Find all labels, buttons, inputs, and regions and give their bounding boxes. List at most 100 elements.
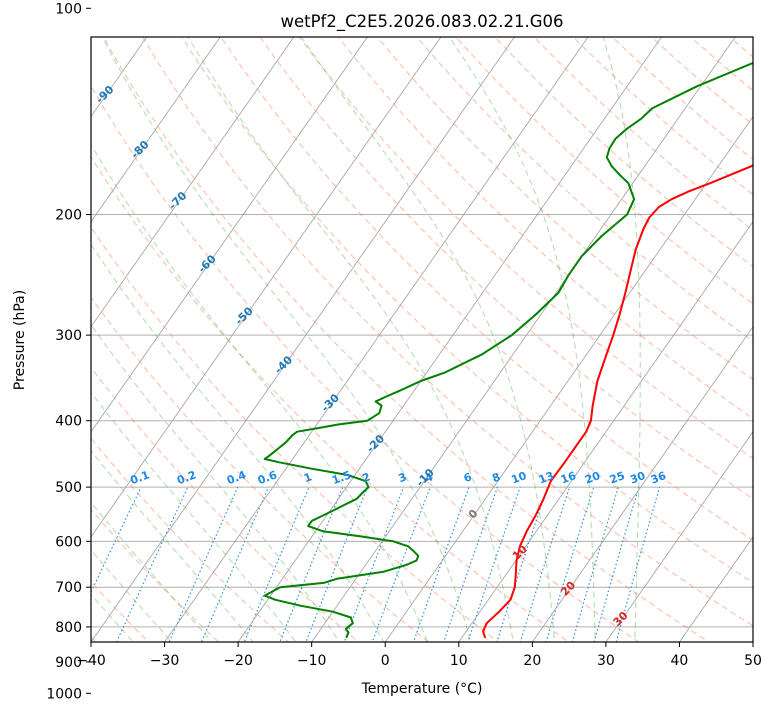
dewpoint-profile xyxy=(263,61,753,639)
mixing-ratio-label: 6 xyxy=(462,470,474,485)
dry-adiabat xyxy=(650,37,753,126)
x-tick-label: 30 xyxy=(597,653,615,669)
dry-adiabat xyxy=(91,366,360,642)
isotherm-label: -50 xyxy=(233,304,256,327)
dry-adiabats xyxy=(91,8,775,708)
mixing-ratio-label: 25 xyxy=(608,469,627,486)
mixing-ratio-label: 0.6 xyxy=(256,468,279,487)
skewed-isotherm xyxy=(237,37,663,642)
mixing-ratio-line xyxy=(200,486,270,642)
x-tick-label: 0 xyxy=(381,653,390,669)
isotherm-label: -80 xyxy=(128,138,151,161)
moist-adiabat xyxy=(91,323,341,642)
skewed-isotherm xyxy=(91,37,295,328)
dry-adiabat xyxy=(91,155,570,642)
dry-adiabat xyxy=(455,37,753,305)
grid-lines xyxy=(91,214,753,628)
mixing-ratio-line xyxy=(91,486,142,594)
isotherm-label: 30 xyxy=(611,609,631,629)
skewed-isotherm xyxy=(91,37,442,538)
skewed-isotherm xyxy=(531,325,753,642)
moist-adiabat xyxy=(187,37,514,642)
y-tick-label: 100 xyxy=(55,1,82,17)
dry-adiabat xyxy=(376,37,753,381)
skewed-isotherms xyxy=(91,37,753,642)
dry-adiabat xyxy=(141,37,753,627)
skewed-isotherm xyxy=(678,536,753,642)
mixing-ratio-label: 20 xyxy=(583,469,602,487)
y-tick-label: 600 xyxy=(55,534,82,550)
dry-adiabat xyxy=(728,37,753,58)
x-tick-label: 10 xyxy=(450,653,468,669)
mixing-ratio-label: 10 xyxy=(510,469,529,487)
dry-adiabat xyxy=(91,296,430,642)
mixing-ratio-label: 16 xyxy=(559,469,578,487)
dry-adiabat xyxy=(259,37,753,500)
y-tick-label: 700 xyxy=(55,580,82,596)
dry-adiabat xyxy=(91,437,290,642)
skewed-isotherm xyxy=(458,220,753,642)
mixing-ratio-label: 2 xyxy=(360,470,372,485)
sounding-profiles xyxy=(263,61,753,639)
skewed-isotherm xyxy=(91,37,516,642)
dry-adiabat xyxy=(337,37,753,420)
y-tick-label: 1000 xyxy=(46,686,82,702)
moist-adiabat xyxy=(91,593,134,642)
isotherm-label: -90 xyxy=(93,83,116,106)
skewed-isotherm xyxy=(384,115,753,642)
dry-adiabat xyxy=(91,84,640,642)
isotherm-label: -30 xyxy=(319,391,342,414)
dry-adiabat xyxy=(91,508,220,642)
mixing-ratio-line xyxy=(371,486,431,642)
dry-adiabat xyxy=(91,581,150,642)
mixing-ratio-line xyxy=(615,486,661,642)
axes: −40 −30 −20 −10 0 10 20 30 40 5010020030040050060… xyxy=(46,1,762,702)
y-tick-label: 200 xyxy=(55,208,82,224)
x-tick-label: 50 xyxy=(744,653,762,669)
skewed-isotherm xyxy=(91,37,368,433)
isopleth-labels: 0.1 0.2 0.4 0.6 1 1.5 2 3 4 6 8 10 13 16 20 25 30 36-100-… xyxy=(60,18,682,642)
isotherm-label: -70 xyxy=(166,189,189,212)
isotherm-label: -60 xyxy=(196,252,219,275)
moist-adiabat xyxy=(91,549,173,642)
dry-adiabat xyxy=(181,37,753,584)
x-tick-label: 40 xyxy=(671,653,689,669)
y-tick-label: 300 xyxy=(55,328,82,344)
isotherm-label: -40 xyxy=(272,353,295,376)
chart-title: wetPf2_C2E5.2026.083.02.21.G06 xyxy=(280,12,563,32)
mixing-ratio-line xyxy=(168,486,239,642)
x-tick-label: −20 xyxy=(223,653,253,669)
skewed-isotherm xyxy=(311,37,736,642)
moist-adiabat xyxy=(91,449,254,642)
mixing-ratio-lines xyxy=(91,486,661,642)
y-tick-label: 500 xyxy=(55,480,82,496)
moist-adiabat xyxy=(101,37,472,642)
isotherm-label: 20 xyxy=(558,578,578,598)
dry-adiabat xyxy=(102,37,710,642)
y-tick-label: 800 xyxy=(55,620,82,636)
isotherm-label: -10 xyxy=(414,466,437,489)
mixing-ratio-label: 0.1 xyxy=(129,468,152,487)
mixing-ratio-line xyxy=(593,486,640,642)
y-tick-label: 900 xyxy=(55,655,82,671)
moist-adiabat xyxy=(91,501,213,642)
mixing-ratio-line xyxy=(279,486,344,642)
moist-adiabat xyxy=(300,37,556,642)
mixing-ratio-label: 4 xyxy=(423,470,435,485)
dry-adiabat xyxy=(735,8,775,708)
moist-adiabat xyxy=(448,37,596,642)
mixing-ratio-line xyxy=(412,486,470,642)
mixing-ratio-label: 0.4 xyxy=(225,468,248,487)
skewed-isotherm xyxy=(605,431,753,642)
mixing-ratio-line xyxy=(243,486,310,642)
mixing-ratio-label: 36 xyxy=(649,469,668,487)
x-tick-label: −30 xyxy=(150,653,180,669)
isotherm-label: -100 xyxy=(60,18,89,47)
skewed-isotherm xyxy=(164,37,589,642)
y-tick-label: 400 xyxy=(55,414,82,430)
isotherm-label: 10 xyxy=(510,542,530,562)
skewed-isotherm xyxy=(91,37,221,223)
mixing-ratio-line xyxy=(343,486,405,642)
isotherm-label: -20 xyxy=(364,432,387,455)
x-tick-label: −40 xyxy=(76,653,106,669)
